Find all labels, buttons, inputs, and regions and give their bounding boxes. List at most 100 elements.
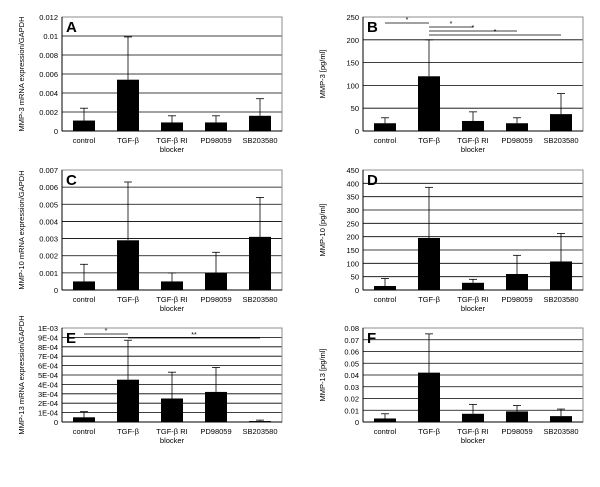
bar-4 <box>506 411 528 422</box>
bar-4 <box>506 123 528 131</box>
panel-letter: E <box>66 330 76 347</box>
y-tick-label: 4E-04 <box>38 380 58 389</box>
y-tick-label: 250 <box>346 13 359 22</box>
y-tick-label: 7E-04 <box>38 352 58 361</box>
y-tick-label: 0.003 <box>39 235 58 244</box>
y-tick-label: 0 <box>355 286 359 295</box>
y-tick-label: 1E-04 <box>38 409 58 418</box>
significance-marker: * <box>450 21 453 28</box>
x-tick-label: control <box>374 427 397 436</box>
y-tick-label: 450 <box>346 166 359 175</box>
panel-letter: B <box>367 19 378 36</box>
x-tick-label: control <box>73 295 96 304</box>
y-tick-label: 150 <box>346 246 359 255</box>
chart-panel-d: 0 50 100 150 200 250 300 350 400 450 MMP-10 [pg/ml… <box>318 166 584 313</box>
bar-3 <box>462 413 484 422</box>
bar-3 <box>161 281 183 290</box>
y-tick-label: 0.012 <box>39 13 58 22</box>
y-tick-label: 0.02 <box>344 395 359 404</box>
chart-panel-c: 0 0.001 0.002 0.003 0.004 0.005 0.006 0.007 MMP-… <box>17 166 283 313</box>
y-tick-label: 9E-04 <box>38 333 58 342</box>
y-axis-label: MMP-10 mRNA expression/GAPDH <box>17 170 26 289</box>
x-tick-label: TGF-β RI blocker <box>457 295 488 313</box>
y-tick-label: 0.008 <box>39 51 58 60</box>
y-tick-label: 0.004 <box>39 89 58 98</box>
chart-panel-f: 0 0.01 0.02 0.03 0.04 0.05 0.06 0.07 0.08 MMP-13 … <box>318 324 584 445</box>
y-tick-label: 0 <box>355 127 359 136</box>
y-tick-label: 0.06 <box>344 348 359 357</box>
y-tick-label: 0 <box>355 418 359 427</box>
bar-2 <box>117 379 139 422</box>
bar-2 <box>418 76 440 131</box>
bar-4 <box>205 122 227 131</box>
x-tick-label: TGF-β RI blocker <box>156 295 187 313</box>
y-tick-label: 0.004 <box>39 217 58 226</box>
y-tick-label: 0.04 <box>344 371 359 380</box>
y-tick-label: 50 <box>351 273 359 282</box>
bar-3 <box>462 120 484 131</box>
y-tick-label: 0.05 <box>344 359 359 368</box>
bar-3 <box>161 122 183 131</box>
x-tick-label: SB203580 <box>543 136 578 145</box>
x-tick-label: TGF-β RI blocker <box>457 427 488 445</box>
x-tick-label: SB203580 <box>543 295 578 304</box>
y-tick-label: 0.07 <box>344 336 359 345</box>
chart-panel-e: 01E-042E-043E-044E-045E-046E-047E-048E-0… <box>17 315 283 445</box>
bar-5 <box>249 421 271 422</box>
x-tick-label: TGF-β RI blocker <box>457 136 488 154</box>
x-tick-label: TGF-β <box>418 136 440 145</box>
bar-5 <box>249 115 271 131</box>
y-tick-label: 0 <box>54 286 58 295</box>
bar-1 <box>374 286 396 290</box>
y-tick-label: 0.001 <box>39 269 58 278</box>
bar-1 <box>374 418 396 422</box>
x-tick-label: TGF-β <box>117 295 139 304</box>
bar-5 <box>249 236 271 290</box>
y-tick-label: 150 <box>346 59 359 68</box>
y-tick-label: 0.01 <box>43 32 58 41</box>
x-tick-label: TGF-β <box>117 136 139 145</box>
y-tick-label: 200 <box>346 233 359 242</box>
panel-letter: A <box>66 19 77 36</box>
x-tick-label: PD98059 <box>501 136 532 145</box>
y-tick-label: 0.006 <box>39 183 58 192</box>
panel-letter: D <box>367 172 378 189</box>
x-tick-label: PD98059 <box>200 136 231 145</box>
y-tick-label: 0.006 <box>39 70 58 79</box>
bar-2 <box>117 240 139 290</box>
x-tick-label: control <box>374 136 397 145</box>
x-tick-label: TGF-β <box>117 427 139 436</box>
y-tick-label: 1E-03 <box>38 324 58 333</box>
bar-1 <box>374 123 396 131</box>
y-tick-label: 0.007 <box>39 166 58 175</box>
bar-1 <box>73 417 95 422</box>
x-tick-label: TGF-β RI blocker <box>156 136 187 154</box>
bar-3 <box>161 398 183 422</box>
significance-marker: * <box>105 328 108 335</box>
y-tick-label: 100 <box>346 81 359 90</box>
bar-1 <box>73 120 95 131</box>
y-tick-label: 3E-04 <box>38 390 58 399</box>
y-axis-label: MMP-13 [pg/ml] <box>318 349 327 402</box>
y-tick-label: 0.005 <box>39 200 58 209</box>
x-tick-label: PD98059 <box>200 427 231 436</box>
y-tick-label: 250 <box>346 219 359 228</box>
bar-2 <box>117 79 139 131</box>
y-tick-label: 2E-04 <box>38 399 58 408</box>
y-axis-label: MMP-13 mRNA expression/GAPDH <box>17 315 26 434</box>
significance-marker: * <box>494 29 497 36</box>
y-tick-label: 0 <box>54 127 58 136</box>
y-tick-label: 300 <box>346 206 359 215</box>
y-tick-label: 0.002 <box>39 252 58 261</box>
y-tick-label: 400 <box>346 179 359 188</box>
y-tick-label: 0.08 <box>344 324 359 333</box>
y-tick-label: 50 <box>351 104 359 113</box>
x-tick-label: PD98059 <box>501 295 532 304</box>
x-tick-label: TGF-β <box>418 427 440 436</box>
bar-1 <box>73 281 95 290</box>
x-tick-label: SB203580 <box>543 427 578 436</box>
y-tick-label: 8E-04 <box>38 343 58 352</box>
y-tick-label: 350 <box>346 193 359 202</box>
panel-letter: C <box>66 172 77 189</box>
